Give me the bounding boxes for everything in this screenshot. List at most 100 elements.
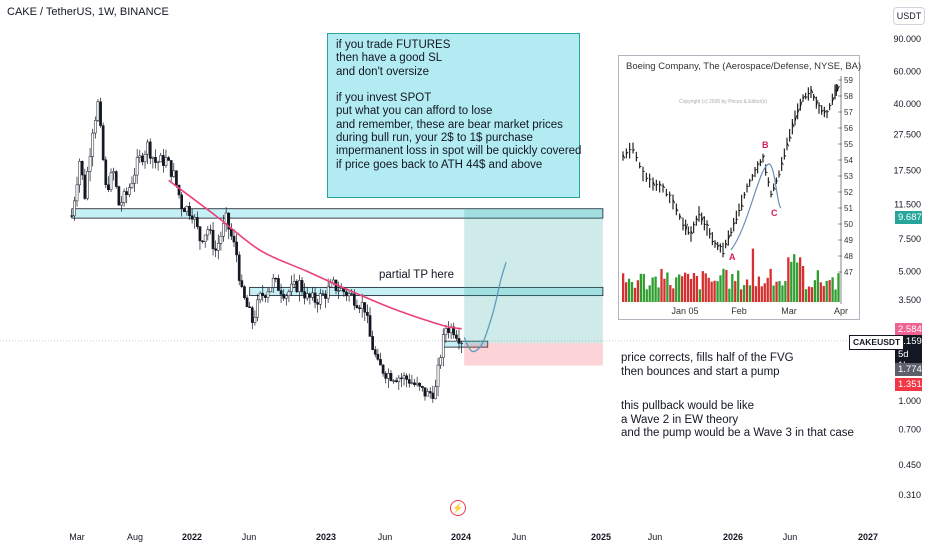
right-note-line: price corrects, fills half of the FVG <box>621 352 794 364</box>
candle-body <box>274 278 278 280</box>
candle-body <box>146 141 149 155</box>
x-tick-label: Jun <box>648 532 663 542</box>
moving-average-line <box>168 179 462 330</box>
candle-body <box>279 290 283 295</box>
right-note-line: this pullback would be like <box>621 400 754 412</box>
inset-y-tick: 48 <box>844 252 853 261</box>
candle-body <box>418 382 422 387</box>
candle-body <box>460 342 463 345</box>
position-tool[interactable] <box>464 208 603 366</box>
x-tick-label: 2025 <box>591 532 611 542</box>
y-tick-label: 3.500 <box>898 295 921 305</box>
candle-body <box>167 157 170 161</box>
candle-body <box>161 155 165 166</box>
candle-body <box>389 373 393 381</box>
x-tick-label: 2023 <box>316 532 336 542</box>
inset-y-tick: 54 <box>844 156 853 165</box>
zone-box[interactable] <box>249 286 604 297</box>
candle-body <box>156 161 160 163</box>
candle-body <box>360 302 364 310</box>
x-tick-label: 2027 <box>858 532 878 542</box>
candle-body <box>185 206 189 212</box>
candle-body <box>428 391 432 394</box>
note-callout[interactable]: if you trade FUTURES then have a good SL a… <box>327 33 581 198</box>
candle-body <box>117 186 121 206</box>
note-line: and don't oversize <box>336 65 429 78</box>
candle-body <box>93 120 97 134</box>
candle-body <box>405 375 408 380</box>
candle-body <box>376 354 380 360</box>
candle-body <box>125 191 129 195</box>
candle-body <box>216 243 220 251</box>
candle-body <box>271 278 275 288</box>
candle-body <box>426 391 429 397</box>
note-line: then have a good SL <box>336 52 443 65</box>
time-axis[interactable]: Mar Aug 2022 Jun 2023 Jun 2024 Jun 2025 Jun 2026 Ju… <box>69 532 878 542</box>
candle-body <box>303 291 306 299</box>
candle-body <box>224 212 228 224</box>
candle-body <box>261 292 265 297</box>
wave-label: A <box>729 252 736 262</box>
candle-body <box>203 234 207 242</box>
y-tick-label: 17.500 <box>893 166 921 176</box>
candle-body <box>300 280 304 292</box>
candle-body <box>104 159 108 186</box>
wave-label: B <box>762 140 769 150</box>
projection-curve[interactable] <box>463 262 507 353</box>
candle-body <box>154 157 157 163</box>
candle-body <box>329 282 333 288</box>
price-axis[interactable]: 90.000 60.000 40.000 27.500 17.500 11.500 7.50… <box>893 34 921 500</box>
y-tick-label: 60.000 <box>893 67 921 77</box>
inset-y-tick: 58 <box>844 92 853 101</box>
right-note-1: price corrects, fills half of the FVG the… <box>621 352 794 379</box>
y-tick-label: 0.310 <box>898 490 921 500</box>
note-line: if you trade FUTURES <box>336 39 451 51</box>
candle-body <box>439 357 443 366</box>
candle-body <box>326 286 330 299</box>
candle-body <box>295 281 299 293</box>
inset-y-tick: 53 <box>844 172 853 181</box>
candle-body <box>91 132 95 157</box>
tradingview-logo-icon[interactable]: ⚡ <box>450 500 466 516</box>
currency-button[interactable]: USDT <box>893 7 925 25</box>
candle-body <box>266 291 270 298</box>
candle-body <box>420 386 424 388</box>
x-tick-label: Aug <box>127 532 143 542</box>
candle-body <box>222 223 225 237</box>
candle-body <box>394 380 398 383</box>
candle-body <box>413 382 416 385</box>
candle-body <box>455 334 458 339</box>
y-tick-label: 7.500 <box>898 234 921 244</box>
inset-price-tag: 9.687 <box>895 211 922 224</box>
inset-x-tick: Apr <box>834 306 848 316</box>
candle-body <box>457 338 461 344</box>
candle-body <box>240 280 244 287</box>
inset-y-tick: 55 <box>844 140 853 149</box>
right-note-line: and the pump would be a Wave 3 in that c… <box>621 427 854 440</box>
stop-zone[interactable] <box>464 343 603 366</box>
candle-body <box>350 293 354 295</box>
x-tick-label: 2022 <box>182 532 202 542</box>
y-tick-label: 5.000 <box>898 266 921 276</box>
candle-body <box>436 364 440 387</box>
candle-body <box>318 293 322 305</box>
inset-y-tick: 47 <box>844 268 853 277</box>
symbol-title: CAKE / TetherUS, 1W, BINANCE <box>7 6 169 18</box>
candle-body <box>148 141 152 159</box>
candle-body <box>120 202 123 206</box>
candle-body <box>264 295 267 298</box>
candle-body <box>80 160 84 176</box>
candle-body <box>287 291 291 297</box>
inset-y-tick: 51 <box>844 204 853 213</box>
candle-body <box>141 155 144 163</box>
candle-body <box>75 184 79 202</box>
candle-body <box>290 283 293 292</box>
target-zone[interactable] <box>464 208 603 344</box>
inset-y-tick: 57 <box>844 108 853 117</box>
candle-body <box>402 375 406 379</box>
candle-body <box>211 230 215 250</box>
candle-body <box>78 160 81 186</box>
candle-body <box>381 364 385 374</box>
candle-body <box>431 392 435 399</box>
